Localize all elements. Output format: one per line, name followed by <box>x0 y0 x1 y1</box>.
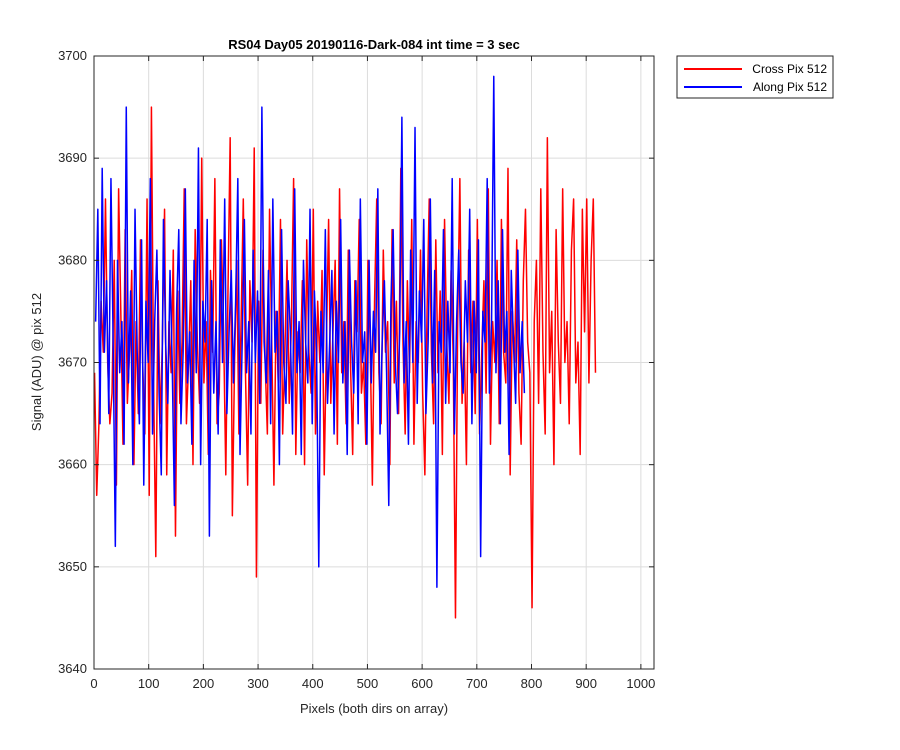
series-line-along-pix-512 <box>94 75 526 589</box>
y-axis-label: Signal (ADU) @ pix 512 <box>29 293 44 431</box>
y-tick-label: 3660 <box>58 457 87 472</box>
x-tick-label: 900 <box>575 676 597 691</box>
x-tick-label: 0 <box>90 676 97 691</box>
x-tick-label: 200 <box>193 676 215 691</box>
y-tick-label: 3690 <box>58 150 87 165</box>
series-line-cross-pix-512 <box>93 106 597 619</box>
plot-series <box>93 75 597 619</box>
x-tick-label: 500 <box>357 676 379 691</box>
x-tick-label: 600 <box>411 676 433 691</box>
legend-label-along: Along Pix 512 <box>753 80 827 94</box>
legend-label-cross: Cross Pix 512 <box>752 62 827 76</box>
x-tick-label: 1000 <box>626 676 655 691</box>
legend: Cross Pix 512 Along Pix 512 <box>676 55 834 99</box>
x-axis-label: Pixels (both dirs on array) <box>300 701 448 716</box>
y-tick-label: 3640 <box>58 661 87 676</box>
y-tick-label: 3680 <box>58 252 87 267</box>
x-tick-label: 800 <box>521 676 543 691</box>
legend-box <box>676 55 834 99</box>
x-tick-label: 700 <box>466 676 488 691</box>
y-tick-label: 3700 <box>58 48 87 63</box>
x-tick-label: 100 <box>138 676 160 691</box>
chart-title: RS04 Day05 20190116-Dark-084 int time = … <box>228 37 520 52</box>
y-tick-label: 3670 <box>58 355 87 370</box>
x-tick-label: 300 <box>247 676 269 691</box>
axis-ticks: 0 100 200 300 400 500 600 700 800 900 1000 3640 3650… <box>58 48 655 691</box>
x-tick-label: 400 <box>302 676 324 691</box>
y-tick-label: 3650 <box>58 559 87 574</box>
